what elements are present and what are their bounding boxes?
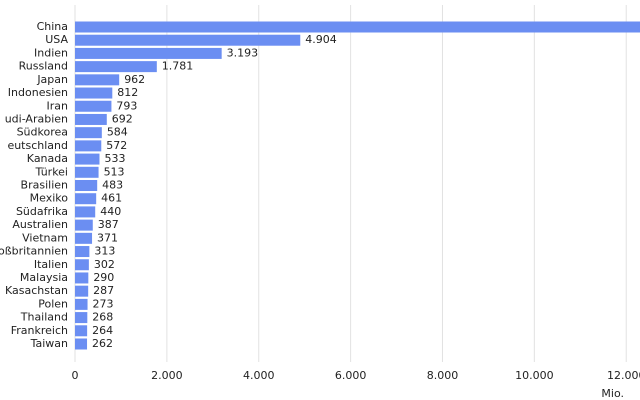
value-label: 461 bbox=[101, 192, 122, 205]
y-tick-label: Russland bbox=[19, 60, 68, 73]
x-tick-label: 2.000 bbox=[151, 369, 183, 382]
y-tick-label: Italien bbox=[34, 258, 68, 271]
y-tick-label: USA bbox=[45, 33, 68, 46]
bar bbox=[75, 259, 89, 271]
y-tick-label: Türkei bbox=[34, 165, 68, 178]
value-label: 268 bbox=[92, 311, 113, 324]
x-tick-label: 10.000 bbox=[515, 369, 554, 382]
y-tick-label: Brasilien bbox=[21, 179, 68, 192]
value-label: 962 bbox=[124, 73, 145, 86]
value-label: 264 bbox=[92, 324, 113, 337]
value-label: 440 bbox=[100, 205, 121, 218]
x-tick-label: 8.000 bbox=[427, 369, 459, 382]
bar bbox=[75, 285, 89, 297]
value-label: 572 bbox=[106, 139, 127, 152]
value-label: 290 bbox=[93, 271, 114, 284]
y-tick-label: Taiwan bbox=[30, 337, 68, 350]
y-tick-label: Indonesien bbox=[8, 86, 68, 99]
y-tick-label: Südkorea bbox=[17, 126, 68, 139]
x-tick-label: 6.000 bbox=[335, 369, 367, 382]
y-tick-label: Frankreich bbox=[11, 324, 68, 337]
value-label: 4.904 bbox=[305, 33, 337, 46]
y-tick-label: eutschland bbox=[7, 139, 68, 152]
value-label: 262 bbox=[92, 337, 113, 350]
value-label: 812 bbox=[117, 86, 138, 99]
value-label: 793 bbox=[116, 99, 137, 112]
bar bbox=[75, 61, 157, 73]
y-tick-label: Polen bbox=[38, 297, 68, 310]
bar bbox=[75, 153, 100, 165]
value-label: 302 bbox=[94, 258, 115, 271]
value-label: 692 bbox=[112, 112, 133, 125]
bar bbox=[75, 298, 88, 310]
x-axis-label: Mio. bbox=[601, 387, 624, 400]
y-tick-label: Vietnam bbox=[22, 231, 68, 244]
y-tick-label: Kasachstan bbox=[5, 284, 68, 297]
value-label: 513 bbox=[104, 165, 125, 178]
y-tick-label: Australien bbox=[12, 218, 68, 231]
y-tick-label: Thailand bbox=[20, 311, 68, 324]
bar bbox=[75, 87, 113, 99]
bar bbox=[75, 206, 96, 218]
value-label: 387 bbox=[98, 218, 119, 231]
value-label: 533 bbox=[104, 152, 125, 165]
bar bbox=[75, 21, 640, 33]
y-tick-label: udi-Arabien bbox=[5, 112, 68, 125]
bar bbox=[75, 100, 112, 112]
bar bbox=[75, 140, 102, 152]
value-label: 1.781 bbox=[162, 60, 194, 73]
bar bbox=[75, 193, 97, 205]
value-label: 287 bbox=[93, 284, 114, 297]
bar bbox=[75, 232, 93, 244]
value-label: 483 bbox=[102, 179, 123, 192]
x-tick-label: 4.000 bbox=[243, 369, 275, 382]
y-tick-label: Indien bbox=[34, 46, 68, 59]
value-label: 313 bbox=[94, 245, 115, 258]
y-tick-label: Mexiko bbox=[30, 192, 69, 205]
y-tick-label: China bbox=[37, 20, 68, 33]
y-tick-label: Japan bbox=[36, 73, 68, 86]
bar bbox=[75, 180, 98, 191]
y-tick-label: Südafrika bbox=[16, 205, 68, 218]
bar bbox=[75, 166, 99, 178]
bar bbox=[75, 127, 102, 139]
bar bbox=[75, 272, 89, 284]
y-tick-label: Malaysia bbox=[20, 271, 68, 284]
bar bbox=[75, 246, 90, 258]
value-label: 584 bbox=[107, 126, 128, 139]
value-label: 371 bbox=[97, 231, 118, 244]
x-tick-label: 0 bbox=[72, 369, 79, 382]
y-tick-label: Iran bbox=[47, 99, 69, 112]
bar bbox=[75, 219, 93, 231]
value-label: 3.193 bbox=[227, 46, 259, 59]
bar bbox=[75, 113, 107, 125]
bar bbox=[75, 47, 222, 59]
bar bbox=[75, 312, 88, 324]
bar bbox=[75, 338, 88, 350]
bar bbox=[75, 325, 88, 337]
bar bbox=[75, 34, 301, 46]
y-tick-label: Kanada bbox=[27, 152, 68, 165]
x-tick-label: 12.000 bbox=[607, 369, 640, 382]
bar bbox=[75, 74, 120, 86]
y-tick-label: oßbritannien bbox=[0, 245, 68, 258]
value-label: 273 bbox=[93, 297, 114, 310]
